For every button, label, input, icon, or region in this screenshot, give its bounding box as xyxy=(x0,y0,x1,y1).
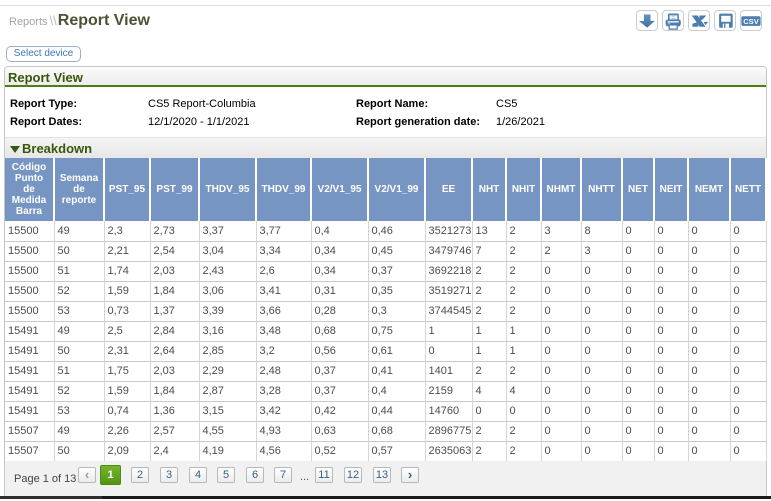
svg-text:CSV: CSV xyxy=(743,17,760,26)
